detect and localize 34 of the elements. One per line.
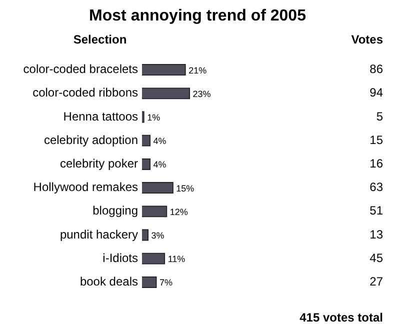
y-tick-label: color-coded ribbons <box>32 86 138 100</box>
y-tick-label: i-Idiots <box>102 250 138 265</box>
y-tick-label: blogging <box>92 204 138 218</box>
text: 27 <box>370 274 384 289</box>
y-tick-label: color-coded bracelets <box>23 62 138 76</box>
y-axis-title: Selection <box>73 32 127 46</box>
data-label: 23% <box>192 88 211 99</box>
text: 16 <box>370 156 384 171</box>
text: 13 <box>370 227 384 242</box>
data-label: 1% <box>147 112 160 122</box>
text: 15 <box>370 132 384 147</box>
data-label: 21% <box>188 65 207 76</box>
data-label: 11% <box>168 254 186 264</box>
text: 45 <box>370 250 384 265</box>
y-tick-label: celebrity adoption <box>44 132 138 147</box>
y-tick-label: book deals <box>80 274 138 289</box>
y-tick-label: celebrity poker <box>60 156 138 171</box>
data-label: 4% <box>153 160 166 170</box>
text: 86 <box>370 62 384 76</box>
y-tick-label: pundit hackery <box>60 227 138 242</box>
text: 5 <box>376 109 384 124</box>
text: 51 <box>370 204 384 218</box>
data-label: 7% <box>160 278 173 288</box>
data-label: 4% <box>153 136 166 146</box>
data-label: 3% <box>151 230 164 240</box>
data-label: 15% <box>176 183 194 194</box>
text: Votes <box>351 32 384 46</box>
y-tick-label: Henna tattoos <box>63 109 138 124</box>
text: 415 votes total <box>300 310 383 324</box>
y-tick-label: Hollywood remakes <box>33 180 138 194</box>
text: 63 <box>370 180 384 194</box>
chart-title: Most annoying trend of 2005 <box>89 7 306 24</box>
text: 94 <box>370 86 384 100</box>
data-label: 12% <box>170 206 188 217</box>
